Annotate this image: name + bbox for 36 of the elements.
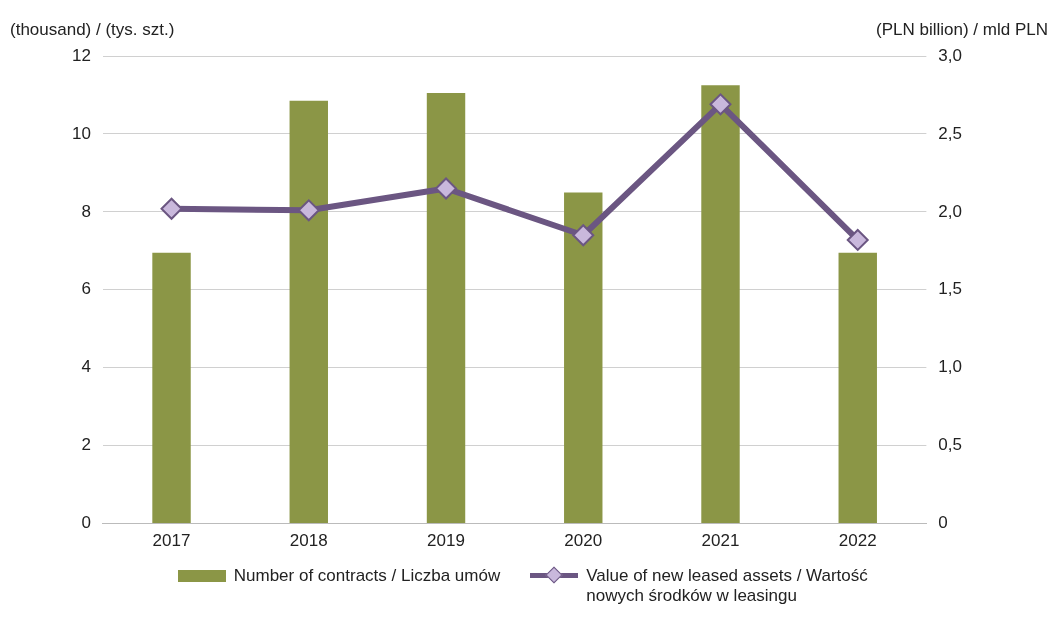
x-tick-label: 2018 [289,531,328,551]
y2-tick-label: 2,5 [938,123,963,143]
bar [289,100,328,524]
point [709,93,732,116]
x-tick-label: 2020 [564,531,603,551]
y-tick-label: 12 [71,45,91,65]
bar [564,192,603,524]
y2-tick-label: 0 [938,513,948,533]
x-tick-label: 2022 [838,531,877,551]
x-tick-label: 2017 [152,531,191,551]
y-tick-label: 2 [81,435,91,455]
point [297,199,320,222]
y2-tick-label: 3,0 [938,45,963,65]
y-axis-title: (thousand) / (tys. szt.) [10,20,175,40]
y-tick-label: 6 [81,279,91,299]
y-tick-label: 8 [81,201,91,221]
y-tick-label: 4 [81,357,91,377]
y-tick-label: 10 [71,123,91,143]
legend-label: Number of contracts / Liczba umów [233,566,501,586]
y2-axis-title: (PLN billion) / mld PLN [876,20,1048,40]
bar [426,93,466,524]
y-tick-label: 0 [81,513,91,533]
bar [838,252,877,524]
bar [701,85,740,524]
y2-tick-label: 0,5 [938,435,963,455]
point [435,177,458,200]
y2-tick-label: 1,5 [938,279,963,299]
x-tick-label: 2021 [701,531,740,551]
point [572,224,595,247]
x-tick-label: 2019 [427,531,465,551]
y2-tick-label: 2,0 [938,201,963,221]
legend-label: Value of new leased assets / Wartość nowych środków w leasingu [586,566,869,606]
y2-tick-label: 1,0 [938,357,963,377]
point [160,197,183,220]
point [846,228,869,251]
bar [152,252,191,524]
